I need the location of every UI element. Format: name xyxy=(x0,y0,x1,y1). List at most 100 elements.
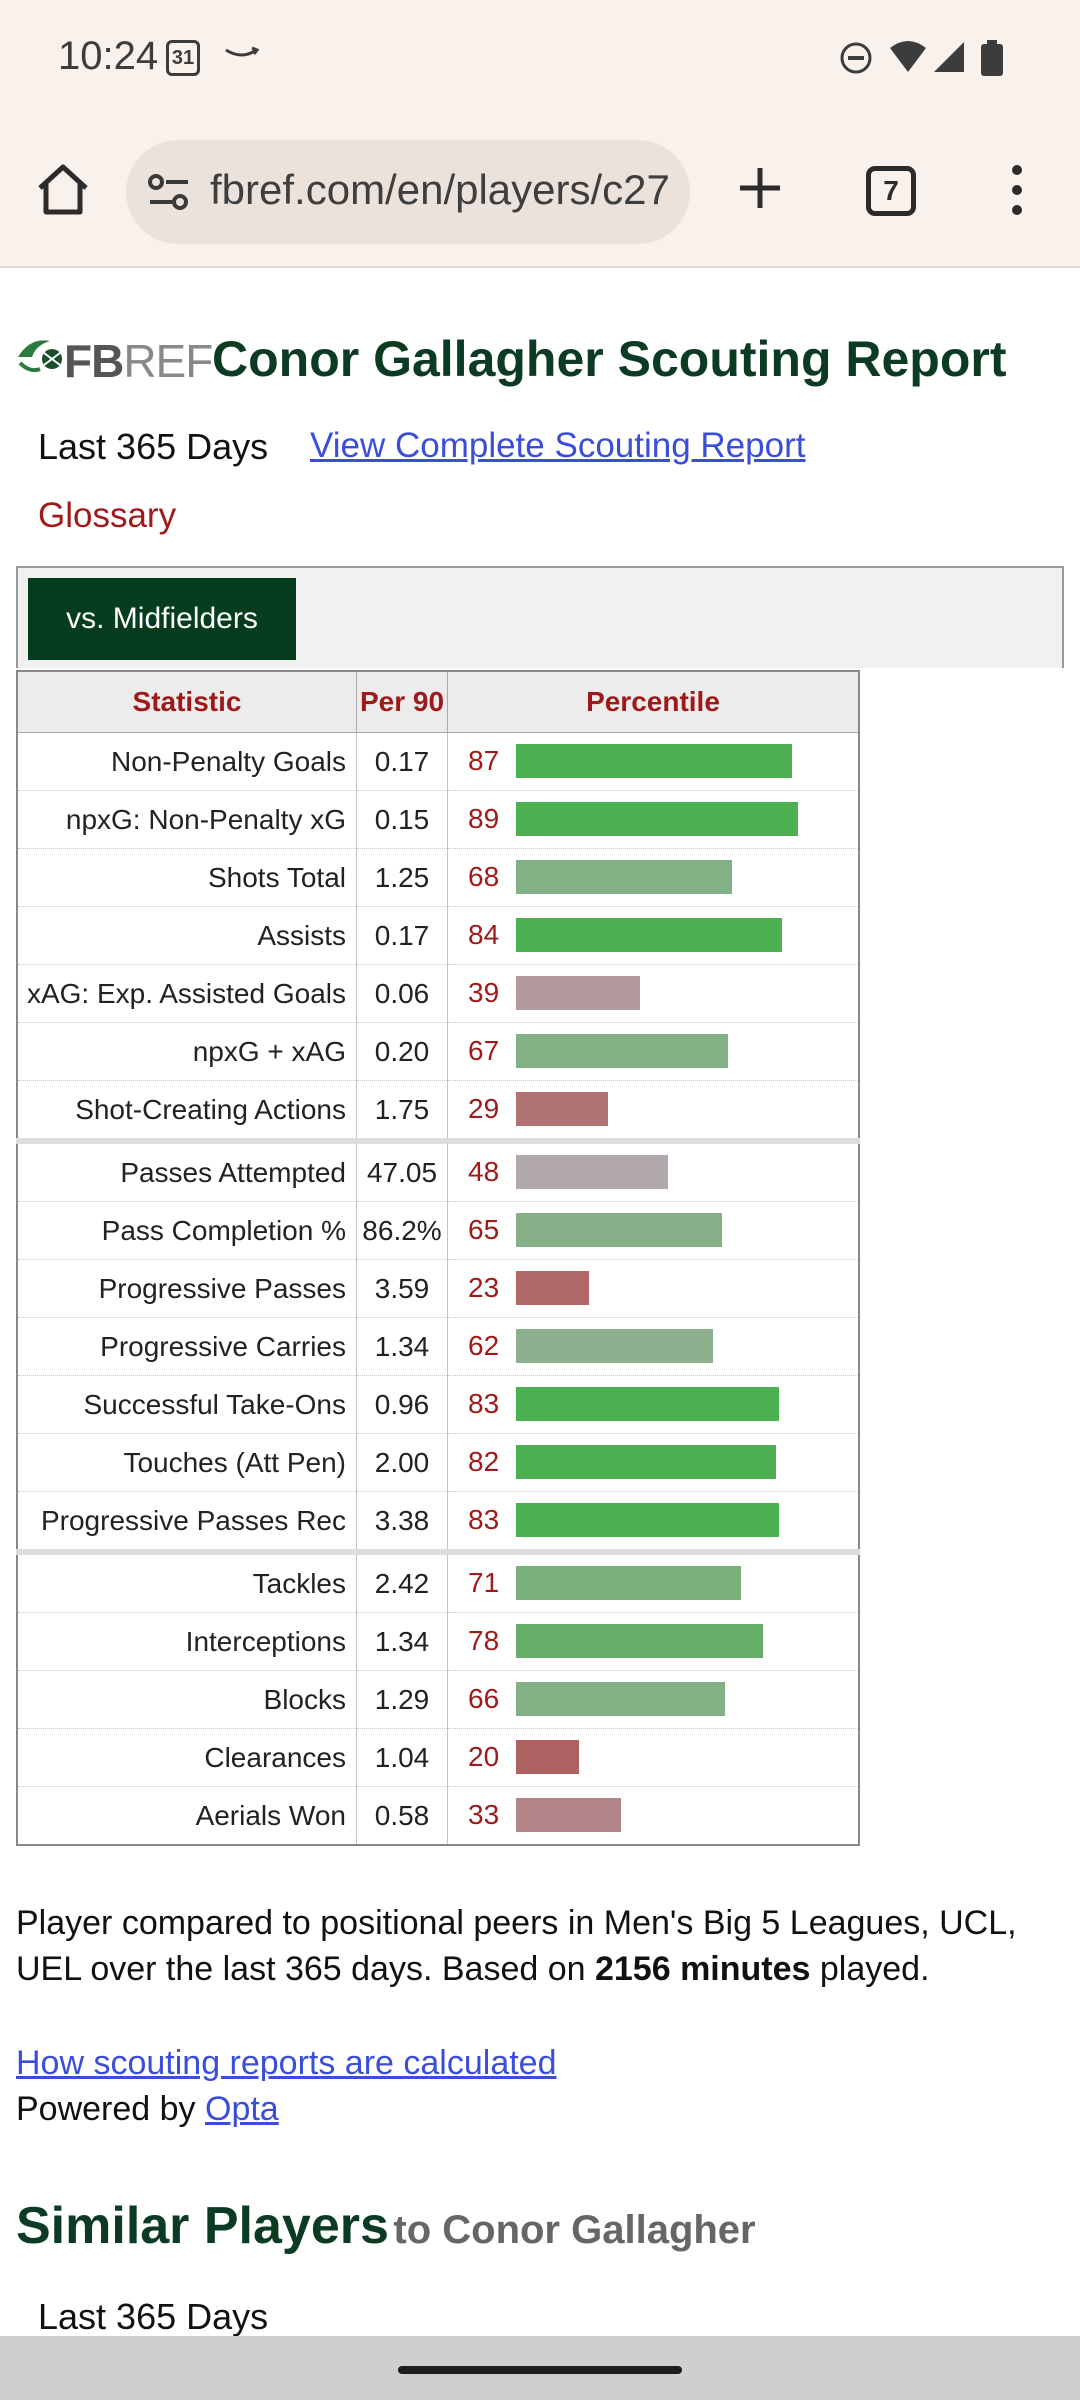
percentile-bar xyxy=(516,1566,742,1600)
col-per90[interactable]: Per 90 xyxy=(356,670,448,733)
col-statistic[interactable]: Statistic xyxy=(16,670,357,733)
stat-name[interactable]: Progressive Carries xyxy=(17,1317,357,1376)
table-row: Aerials Won 0.58 33 xyxy=(17,1786,859,1846)
table-row: Tackles 2.42 71 xyxy=(17,1549,859,1613)
site-settings-icon[interactable] xyxy=(146,172,192,217)
stat-name[interactable]: Progressive Passes xyxy=(17,1259,357,1318)
percentile-value: 48 xyxy=(468,1156,500,1187)
similar-players-heading: Similar Players to Conor Gallagher xyxy=(16,2197,756,2255)
table-row: Non-Penalty Goals 0.17 87 xyxy=(17,732,859,791)
table-row: Progressive Passes Rec 3.38 83 xyxy=(17,1491,859,1553)
stat-name[interactable]: npxG + xAG xyxy=(17,1022,357,1081)
stat-name[interactable]: Tackles xyxy=(17,1549,357,1613)
table-row: Successful Take-Ons 0.96 83 xyxy=(17,1375,859,1434)
table-row: Passes Attempted 47.05 48 xyxy=(17,1138,859,1202)
percentile-bar xyxy=(516,1092,608,1126)
percentile-cell: 48 xyxy=(447,1138,859,1202)
percentile-value: 62 xyxy=(468,1330,500,1361)
stat-name[interactable]: Interceptions xyxy=(17,1612,357,1671)
col-percentile[interactable]: Percentile xyxy=(447,670,860,733)
percentile-cell: 71 xyxy=(447,1549,859,1613)
fbref-logo-icon[interactable] xyxy=(16,335,66,382)
percentile-value: 39 xyxy=(468,977,500,1008)
stat-name[interactable]: Shot-Creating Actions xyxy=(17,1080,357,1142)
per90-value: 1.75 xyxy=(356,1080,448,1142)
more-menu-icon[interactable] xyxy=(1010,162,1024,223)
percentile-value: 20 xyxy=(468,1741,500,1772)
percentile-value: 68 xyxy=(468,861,500,892)
percentile-bar xyxy=(516,860,732,894)
complete-report-link[interactable]: View Complete Scouting Report xyxy=(310,426,806,465)
percentile-cell: 89 xyxy=(447,790,859,849)
stat-name[interactable]: Aerials Won xyxy=(17,1786,357,1846)
table-header-row: Statistic Per 90 Percentile xyxy=(16,670,860,733)
table-row: xAG: Exp. Assisted Goals 0.06 39 xyxy=(17,964,859,1023)
wifi-icon xyxy=(888,40,928,79)
scouting-table: Statistic Per 90 Percentile Non-Penalty … xyxy=(16,670,860,1846)
stat-name[interactable]: xAG: Exp. Assisted Goals xyxy=(17,964,357,1023)
percentile-bar xyxy=(516,976,640,1010)
percentile-bar xyxy=(516,1329,713,1363)
percentile-cell: 62 xyxy=(447,1317,859,1376)
stat-name[interactable]: Non-Penalty Goals xyxy=(17,732,357,791)
home-icon[interactable] xyxy=(34,162,92,223)
opta-link[interactable]: Opta xyxy=(205,2090,279,2128)
table-row: Assists 0.17 84 xyxy=(17,906,859,965)
percentile-value: 89 xyxy=(468,803,500,834)
per90-value: 47.05 xyxy=(356,1138,448,1202)
tab-switcher-button[interactable]: 7 xyxy=(866,166,916,216)
percentile-bar xyxy=(516,744,792,778)
percentile-bar xyxy=(516,1624,764,1658)
per90-value: 1.29 xyxy=(356,1670,448,1729)
stat-name[interactable]: Passes Attempted xyxy=(17,1138,357,1202)
tab-vs-midfielders[interactable]: vs. Midfielders xyxy=(28,578,296,660)
table-row: Interceptions 1.34 78 xyxy=(17,1612,859,1671)
table-row: Pass Completion % 86.2% 65 xyxy=(17,1201,859,1260)
stat-name[interactable]: Progressive Passes Rec xyxy=(17,1491,357,1553)
per90-value: 2.00 xyxy=(356,1433,448,1492)
percentile-bar xyxy=(516,1682,726,1716)
powered-by: Powered by Opta xyxy=(16,2090,279,2128)
home-gesture-handle[interactable] xyxy=(398,2366,682,2374)
stat-name[interactable]: Shots Total xyxy=(17,848,357,907)
minutes-played: 2156 minutes xyxy=(594,1950,811,1988)
percentile-bar xyxy=(516,1271,589,1305)
address-bar[interactable]: fbref.com/en/players/c27 xyxy=(126,140,690,244)
per90-value: 86.2% xyxy=(356,1201,448,1260)
percentile-cell: 65 xyxy=(447,1201,859,1260)
percentile-bar xyxy=(516,1445,776,1479)
percentile-cell: 83 xyxy=(447,1491,859,1553)
per90-value: 0.15 xyxy=(356,790,448,849)
battery-icon xyxy=(980,40,1004,81)
status-time: 10:24 xyxy=(58,34,159,78)
new-tab-icon[interactable] xyxy=(732,160,788,221)
period-label: Last 365 Days xyxy=(38,426,269,467)
stat-name[interactable]: Touches (Att Pen) xyxy=(17,1433,357,1492)
percentile-cell: 82 xyxy=(447,1433,859,1492)
stat-name[interactable]: Clearances xyxy=(17,1728,357,1787)
percentile-cell: 20 xyxy=(447,1728,859,1787)
url-text[interactable]: fbref.com/en/players/c27 xyxy=(210,166,670,213)
per90-value: 3.59 xyxy=(356,1259,448,1318)
stat-name[interactable]: npxG: Non-Penalty xG xyxy=(17,790,357,849)
percentile-cell: 87 xyxy=(447,732,859,791)
per90-value: 0.58 xyxy=(356,1786,448,1846)
percentile-value: 33 xyxy=(468,1799,500,1830)
percentile-bar xyxy=(516,1155,669,1189)
percentile-value: 29 xyxy=(468,1093,500,1124)
percentile-value: 83 xyxy=(468,1388,500,1419)
per90-value: 0.06 xyxy=(356,964,448,1023)
calendar-icon: 31 xyxy=(166,40,200,76)
amazon-icon xyxy=(222,44,262,69)
per90-value: 1.34 xyxy=(356,1317,448,1376)
glossary-link[interactable]: Glossary xyxy=(38,496,177,535)
stat-name[interactable]: Successful Take-Ons xyxy=(17,1375,357,1434)
fbref-logo[interactable]: FBREF xyxy=(64,335,213,387)
how-calculated-link[interactable]: How scouting reports are calculated xyxy=(16,2044,557,2082)
stat-name[interactable]: Blocks xyxy=(17,1670,357,1729)
percentile-value: 23 xyxy=(468,1272,500,1303)
stat-name[interactable]: Assists xyxy=(17,906,357,965)
percentile-cell: 84 xyxy=(447,906,859,965)
table-row: Progressive Passes 3.59 23 xyxy=(17,1259,859,1318)
stat-name[interactable]: Pass Completion % xyxy=(17,1201,357,1260)
